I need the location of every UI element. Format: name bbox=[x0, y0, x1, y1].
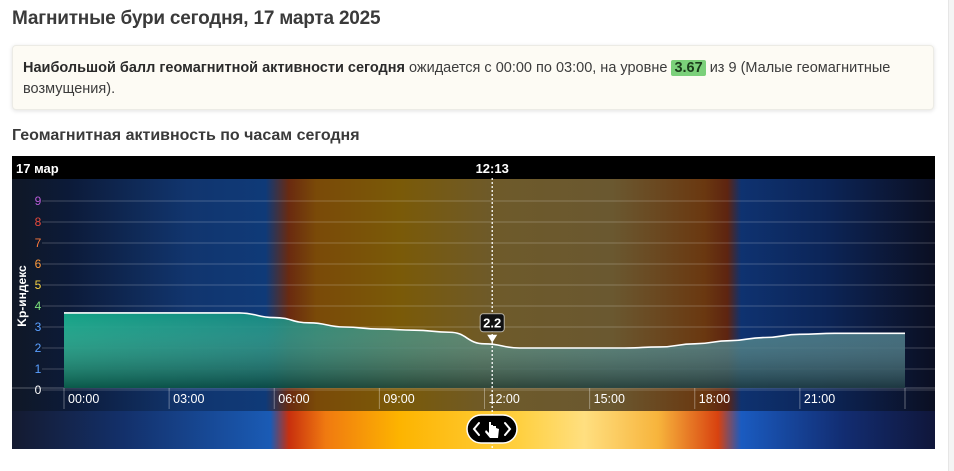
x-ticks: 00:00 03:00 06:00 09:00 12:00 15:00 18:00 21:00 bbox=[63, 388, 906, 409]
x-tick-label: 15:00 bbox=[594, 392, 625, 406]
y-tick-label: 7 bbox=[35, 236, 42, 250]
y-tick-label: 4 bbox=[35, 299, 42, 313]
y-axis-label: Kp-индекс bbox=[15, 265, 29, 327]
chart-header bbox=[12, 156, 935, 179]
page-title: Магнитные бури сегодня, 17 марта 2025 bbox=[12, 8, 381, 29]
kp-chart-svg: 0 1 2 3 4 5 6 7 8 9 00:00 03:00 06:00 09:00 12:00 15:0… bbox=[12, 156, 935, 449]
section-title: Геомагнитная активность по часам сегодня bbox=[12, 127, 360, 144]
summary-bold-text: Наибольшой балл геомагнитной активности … bbox=[23, 60, 405, 76]
current-value-pointer bbox=[487, 334, 498, 343]
kp-chart[interactable]: 0 1 2 3 4 5 6 7 8 9 00:00 03:00 06:00 09:00 12:00 15:0… bbox=[12, 156, 935, 449]
x-tick-label: 09:00 bbox=[383, 392, 414, 406]
current-value-box bbox=[479, 313, 505, 333]
y-tick-label: 2 bbox=[35, 341, 42, 355]
y-tick-label: 5 bbox=[35, 278, 42, 292]
y-tick-label: 9 bbox=[35, 194, 42, 208]
y-ticks: 0 1 2 3 4 5 6 7 8 9 bbox=[35, 194, 42, 397]
x-tick-label: 00:00 bbox=[68, 392, 99, 406]
chevron-left-icon bbox=[472, 422, 480, 436]
hand-pointer-icon bbox=[485, 422, 499, 438]
x-tick-label: 21:00 bbox=[804, 392, 835, 406]
x-tick-label: 06:00 bbox=[278, 392, 309, 406]
max-level-badge: 3.67 bbox=[671, 60, 706, 76]
kp-area-shade bbox=[64, 312, 905, 388]
current-time-marker: 12:13 2.2 bbox=[476, 161, 509, 449]
y-tick-label: 6 bbox=[35, 257, 42, 271]
chevron-right-icon bbox=[504, 422, 512, 436]
summary-box: Наибольшой балл геомагнитной активности … bbox=[12, 45, 934, 110]
summary-text-after: из 9 (Малые геомагнитные возмущения). bbox=[23, 60, 891, 97]
y-tick-label: 0 bbox=[35, 383, 42, 397]
y-tick-label: 3 bbox=[35, 320, 42, 334]
scroll-handle[interactable] bbox=[466, 414, 518, 444]
x-tick-label: 12:00 bbox=[489, 392, 520, 406]
date-label: 17 мар bbox=[16, 161, 59, 176]
x-tick-label: 03:00 bbox=[173, 392, 204, 406]
current-time-label: 12:13 bbox=[476, 161, 509, 176]
summary-text-before: ожидается с 00:00 по 03:00, на уровне bbox=[404, 60, 672, 76]
page-scrollbar[interactable] bbox=[948, 0, 954, 471]
kp-line bbox=[64, 312, 905, 349]
current-value-label: 2.2 bbox=[483, 316, 501, 331]
y-tick-label: 1 bbox=[35, 362, 42, 376]
kp-area bbox=[64, 312, 905, 388]
y-tick-label: 8 bbox=[35, 215, 42, 229]
x-tick-label: 18:00 bbox=[699, 392, 730, 406]
